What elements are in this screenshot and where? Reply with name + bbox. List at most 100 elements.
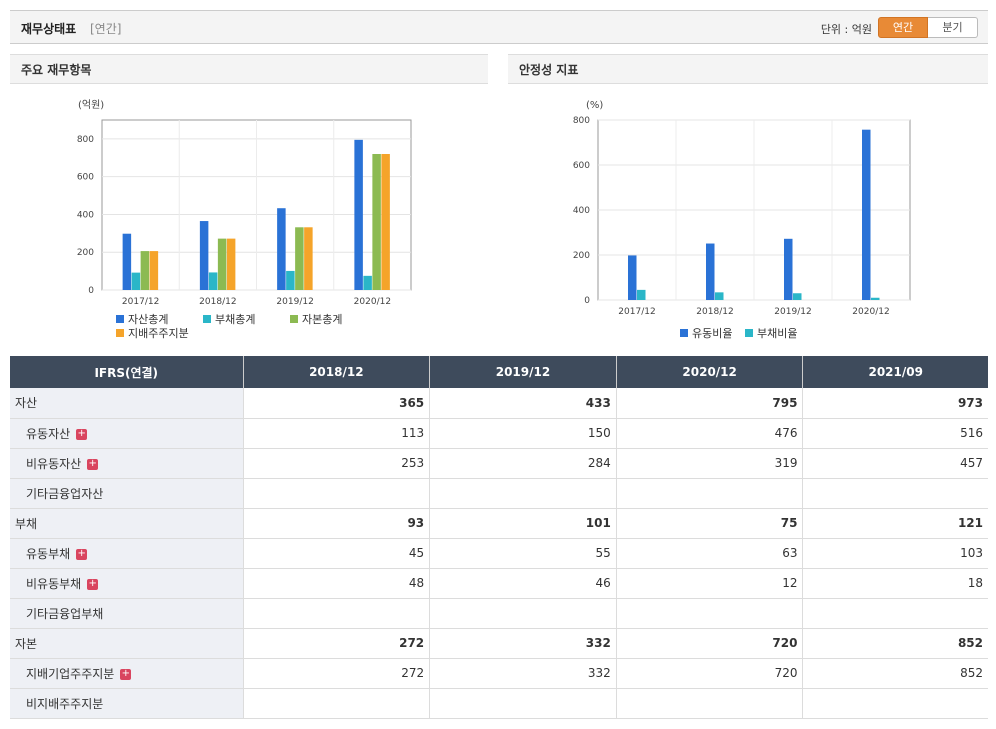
y-axis-label: (%) (586, 100, 603, 111)
stability-panel: 안정성 지표 0 200 400 600 800 2017/12 2018/12 2019/1… (508, 54, 988, 354)
value-cell: 46 (429, 568, 617, 599)
value-cell: 101 (429, 508, 617, 539)
value-cell: 720 (616, 658, 804, 689)
table-row: 유동자산 +113 150 476 516 (10, 418, 988, 449)
legend-label: 유동비율 (692, 327, 732, 340)
column-header: 2019/12 (429, 356, 617, 388)
legend-swatch (745, 329, 753, 337)
value-cell: 103 (802, 538, 988, 569)
bar (208, 272, 218, 290)
value-cell (616, 598, 804, 629)
column-header: 2018/12 (243, 356, 431, 388)
row-label: 유동자산 (26, 426, 71, 441)
legend-swatch (290, 315, 298, 323)
y-tick-label: 400 (573, 206, 590, 216)
table-row: 비유동자산 +253 284 319 457 (10, 448, 988, 479)
unit-label: 단위 : 억원 (820, 23, 872, 36)
bar (381, 154, 390, 290)
bar (637, 289, 646, 300)
table-row: 기타금융업부채 (10, 598, 988, 629)
bar (715, 292, 724, 300)
y-tick-label: 600 (77, 173, 94, 183)
row-label-cell: 기타금융업자산 (10, 478, 244, 509)
row-label: 유동부채 (26, 546, 71, 561)
value-cell: 332 (429, 658, 617, 689)
legend-swatch (116, 315, 124, 323)
column-header: 2021/09 (802, 356, 988, 388)
row-label: 비지배주주지분 (26, 696, 104, 711)
bar (199, 221, 209, 290)
table-row: 자본 272 332 720 852 (10, 628, 988, 659)
y-tick-label: 200 (77, 248, 94, 258)
legend-label: 부채총계 (215, 313, 255, 326)
value-cell: 284 (429, 448, 617, 479)
value-cell: 272 (243, 658, 431, 689)
table-row: 유동부채 +45 55 63 103 (10, 538, 988, 569)
value-cell: 113 (243, 418, 431, 449)
row-label-cell: 유동부채 + (10, 538, 244, 569)
x-tick-label: 2020/12 (852, 307, 889, 317)
value-cell: 45 (243, 538, 431, 569)
bar (140, 251, 150, 290)
expand-plus-icon[interactable]: + (87, 457, 99, 470)
row-label: 기타금융업자산 (26, 486, 104, 501)
legend-swatch (680, 329, 688, 337)
value-cell: 476 (616, 418, 804, 449)
expand-plus-icon[interactable]: + (87, 577, 99, 590)
value-cell (802, 688, 988, 719)
annual-toggle-button[interactable]: 연간 (878, 17, 928, 38)
quarterly-toggle-button[interactable]: 분기 (928, 17, 978, 38)
value-cell: 973 (802, 388, 988, 419)
value-cell (802, 598, 988, 629)
bar (277, 208, 286, 290)
x-tick-label: 2017/12 (618, 307, 655, 317)
x-tick-label: 2018/12 (696, 307, 733, 317)
value-cell: 18 (802, 568, 988, 599)
x-tick-label: 2019/12 (276, 297, 313, 307)
y-tick-label: 400 (77, 210, 94, 220)
x-tick-label: 2019/12 (774, 307, 811, 317)
table-row: 지배기업주주지분 +272 332 720 852 (10, 658, 988, 689)
expand-plus-icon[interactable]: + (120, 667, 132, 680)
y-tick-label: 200 (573, 251, 590, 261)
x-tick-label: 2020/12 (354, 297, 391, 307)
row-label: 부채 (15, 516, 38, 531)
value-cell (429, 478, 617, 509)
y-tick-label: 0 (584, 296, 590, 306)
value-cell: 272 (243, 628, 431, 659)
row-label: 자산 (15, 396, 38, 411)
bar (286, 270, 295, 290)
value-cell: 852 (802, 658, 988, 689)
value-cell (243, 688, 431, 719)
row-label-cell: 유동자산 + (10, 418, 244, 449)
expand-plus-icon[interactable]: + (76, 427, 88, 440)
value-cell (616, 478, 804, 509)
row-label-cell: 비유동부채 + (10, 568, 244, 599)
table-row: 부채 93 101 75 121 (10, 508, 988, 539)
section-header: 재무상태표 [연간] 단위 : 억원 연간 분기 (10, 10, 988, 44)
y-axis-label: (억원) (78, 99, 104, 111)
value-cell: 12 (616, 568, 804, 599)
section-title: 재무상태표 (21, 22, 77, 36)
value-cell: 720 (616, 628, 804, 659)
stability-title: 안정성 지표 (508, 54, 988, 84)
y-tick-label: 600 (573, 161, 590, 171)
legend-label: 자산총계 (128, 313, 168, 326)
x-tick-label: 2018/12 (199, 297, 236, 307)
bar (217, 238, 227, 290)
section-subtitle: [연간] (90, 22, 122, 36)
expand-plus-icon[interactable]: + (76, 547, 88, 560)
row-label-cell: 부채 (10, 508, 244, 539)
value-cell (429, 598, 617, 629)
value-cell: 63 (616, 538, 804, 569)
value-cell: 365 (243, 388, 431, 419)
bar (871, 297, 880, 300)
y-tick-label: 800 (77, 135, 94, 145)
value-cell: 55 (429, 538, 617, 569)
value-cell: 253 (243, 448, 431, 479)
value-cell: 433 (429, 388, 617, 419)
value-cell: 795 (616, 388, 804, 419)
row-label-cell: 지배기업주주지분 + (10, 658, 244, 689)
row-label-cell: 자본 (10, 628, 244, 659)
row-label: 비유동부채 (26, 576, 82, 591)
